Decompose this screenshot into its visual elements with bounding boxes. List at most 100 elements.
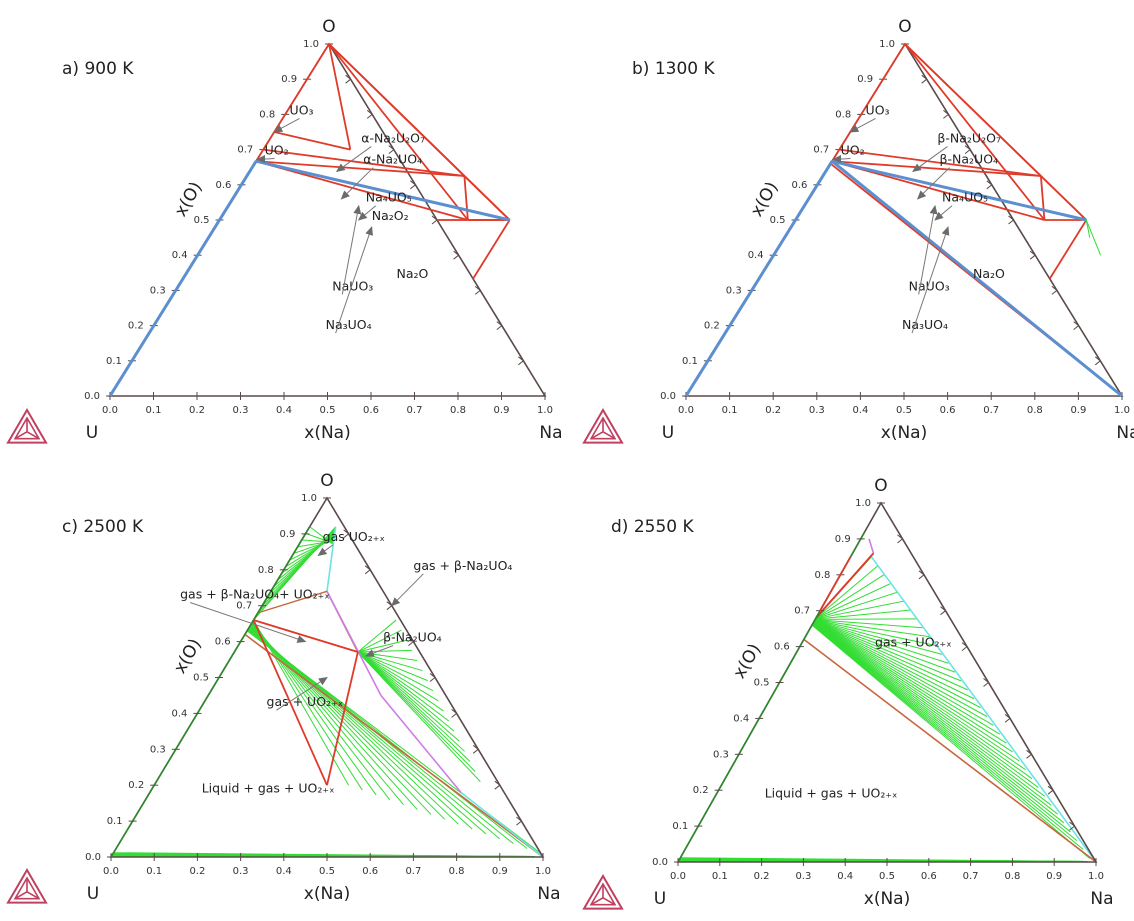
tie-line (463, 175, 469, 221)
x-tick-label: 0.1 (146, 405, 162, 416)
tie-line (815, 609, 911, 620)
tie-line (811, 624, 1090, 859)
tie-line (1040, 175, 1087, 221)
y-tick-label: 1.0 (879, 39, 895, 50)
tie-line (357, 651, 476, 772)
tie-line (813, 621, 994, 726)
vertex-label-na: Na (537, 884, 560, 904)
tie-line (812, 623, 1052, 806)
y-tick-label: 0.0 (652, 857, 668, 868)
tie-line (811, 624, 1084, 850)
tie-line (815, 619, 923, 629)
phase-boundary (803, 638, 1097, 863)
tie-line (326, 651, 359, 786)
ticks: 0.00.0 0.1 0.1 0.2 0.2 0.3 0.3 0.4 0.4 0.5 0.5 0.6 0… (660, 39, 1130, 416)
x-tick-label: 0.2 (754, 871, 770, 882)
y-tick-label: 0.6 (791, 180, 807, 191)
y-tick-label: 0.2 (128, 780, 144, 791)
x-tick-label: 0.1 (146, 866, 162, 877)
x-tick-label: 0.6 (362, 866, 378, 877)
y-tick-label: 0.6 (774, 642, 790, 653)
phase-boundary (326, 590, 382, 696)
y-axis-label: x(O) (170, 635, 206, 677)
phase-annotation: NaUO₃ (909, 278, 950, 293)
thermo-calc-triangle-icon (582, 408, 624, 444)
tie-line (812, 623, 1058, 815)
tie-line (328, 43, 352, 150)
annotation-arrow (918, 204, 938, 295)
ternary-panel-3: c) 2500 K0.00.00.10.10.20.20.30.30.40.40… (6, 471, 561, 904)
phase-boundary (326, 526, 337, 592)
phase-annotation: UO₃ (866, 102, 890, 117)
annotation-arrow (916, 167, 950, 200)
phase-annotation: β-Na₂UO₄ (383, 630, 442, 645)
tie-line (812, 623, 1046, 797)
phase-boundary (244, 633, 544, 858)
tie-line (814, 619, 936, 647)
y-tick-label: 0.8 (814, 570, 830, 581)
x-tick-label: 1.0 (535, 866, 551, 877)
phase-annotation: β-Na₂U₂O₇ (937, 131, 1001, 146)
phase-boundary (257, 590, 328, 614)
annotations: gas UO₂₊ₓ gas + β-Na₂UO₄ gas + β-Na₂UO₄+ U… (180, 529, 512, 795)
annotation-arrow (276, 676, 328, 711)
tie-line (814, 619, 930, 638)
phase-boundary (815, 552, 875, 619)
tie-line (472, 219, 511, 280)
tie-line (812, 622, 1039, 788)
tie-line (814, 619, 949, 664)
tie-line (255, 43, 330, 162)
x-tick-label: 0.3 (809, 405, 825, 416)
tie-line (357, 651, 471, 762)
tie-line (815, 574, 885, 619)
phase-annotation: UO₂ (265, 143, 289, 158)
y-tick-label: 0.0 (660, 391, 676, 402)
x-tick-label: 0.1 (712, 871, 728, 882)
x-tick-label: 1.0 (1088, 871, 1104, 882)
y-tick-label: 0.3 (150, 744, 166, 755)
tie-line (831, 159, 1087, 222)
x-tick-label: 0.6 (921, 871, 937, 882)
phase-annotation: Na₃UO₄ (902, 317, 948, 332)
y-tick-label: 0.7 (236, 601, 252, 612)
x-tick-label: 0.0 (670, 871, 686, 882)
tie-line (813, 622, 1013, 753)
y-axis-label: x(O) (747, 178, 783, 220)
phase-annotation: Na₂O (397, 266, 429, 281)
tie-line (819, 556, 852, 612)
tie-line (1048, 219, 1088, 280)
x-axis-label: x(Na) (304, 423, 350, 443)
x-tick-label: 0.4 (276, 405, 292, 416)
vertex-label-na: Na (1090, 889, 1113, 909)
tie-line (309, 526, 334, 546)
tie-line (357, 651, 439, 702)
phase-annotation: gas + UO₂₊ₓ (267, 694, 344, 709)
y-tick-label: 0.0 (84, 391, 100, 402)
x-axis-label: x(Na) (864, 889, 910, 909)
tie-line (357, 651, 455, 732)
x-tick-label: 0.7 (407, 405, 423, 416)
ticks: 0.00.0 0.1 0.1 0.2 0.2 0.3 0.3 0.4 0.4 0.5 0.5 0.6 0… (652, 498, 1104, 882)
annotations: UO₃ UO₂ β-Na₂U₂O₇ β-Na₂UO₄ Na₄UO₅ NaUO₃ Na₃UO₄… (832, 102, 1005, 334)
vertex-label-o: O (320, 471, 333, 491)
y-axis-label: x(O) (730, 640, 766, 682)
phase-boundary (870, 556, 1097, 863)
tie-line (831, 160, 1123, 398)
y-tick-label: 0.1 (682, 356, 698, 367)
annotations: gas + UO₂₊ₓ Liquid + gas + UO₂₊ₓ (765, 635, 952, 801)
tie-line (357, 619, 397, 653)
y-tick-label: 0.3 (150, 285, 166, 296)
x-tick-label: 0.2 (765, 405, 781, 416)
phase-annotation: α-Na₂UO₄ (363, 152, 422, 167)
tie-line (839, 148, 1041, 177)
tie-line (813, 622, 1020, 762)
vertex-label-o: O (874, 476, 887, 496)
ternary-panel-4: d) 2550 K0.00.00.10.10.20.20.30.30.40.40… (582, 476, 1114, 910)
y-tick-label: 0.9 (835, 534, 851, 545)
x-tick-label: 0.9 (1046, 871, 1062, 882)
x-axis-label: x(Na) (304, 884, 350, 904)
tie-line (812, 622, 1026, 771)
y-tick-label: 0.5 (193, 673, 209, 684)
x-tick-label: 0.7 (983, 405, 999, 416)
